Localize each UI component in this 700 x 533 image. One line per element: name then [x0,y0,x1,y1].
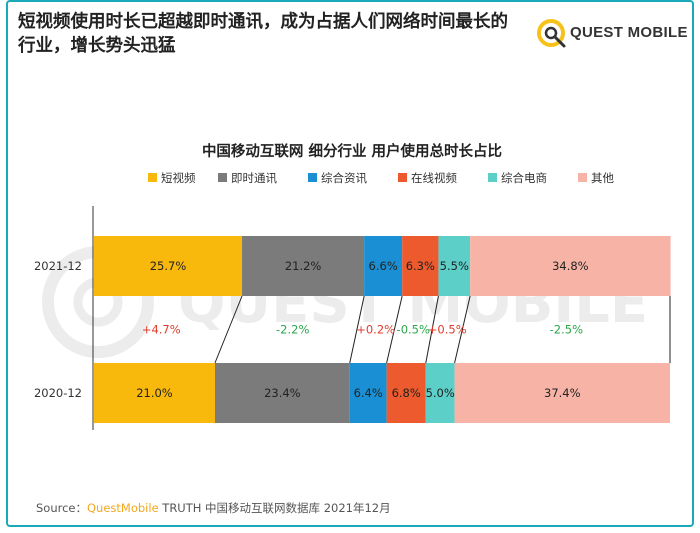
data-label-1-4: 5.0% [426,386,455,400]
legend-label-4: 综合电商 [501,171,547,185]
data-label-0-5: 34.8% [552,259,589,273]
source-prefix: Source： [36,501,87,515]
legend-swatch-0 [148,173,157,182]
source-brand: QuestMobile [87,501,159,515]
legend-label-2: 综合资讯 [321,171,367,185]
bar-segment-1-2 [349,363,387,423]
source-note: Source：QuestMobile TRUTH 中国移动互联网数据库 2021… [36,500,391,516]
legend-label-0: 短视频 [161,171,196,185]
legend-label-1: 即时通讯 [231,171,277,185]
bar-segment-1-5 [454,363,670,423]
bar-segment-0-2 [364,236,403,296]
logo-text: QUEST MOBILE [570,24,688,41]
data-label-0-0: 25.7% [150,259,187,273]
legend-label-3: 在线视频 [411,171,457,185]
legend-swatch-2 [308,173,317,182]
data-label-1-5: 37.4% [544,386,581,400]
legend-swatch-3 [398,173,407,182]
data-label-0-2: 6.6% [369,259,398,273]
data-label-0-4: 5.5% [440,259,469,273]
bar-segment-0-0 [94,236,243,296]
data-label-1-0: 21.0% [136,386,173,400]
bar-segment-0-1 [242,236,365,296]
bar-segment-1-4 [425,363,455,423]
legend-swatch-4 [488,173,497,182]
change-label-1: -2.2% [276,323,309,337]
category-label-0: 2021-12 [34,259,82,273]
connector-line-1 [214,295,243,364]
chart-card: 短视频使用时长已超越即时通讯，成为占据人们网络时间最长的行业，增长势头迅猛 QU… [6,0,694,527]
bar-segment-1-3 [386,363,426,423]
category-label-1: 2020-12 [34,386,82,400]
change-label-4: +0.5% [428,323,467,337]
connector-line-5 [454,295,471,364]
bar-segment-0-5 [470,236,671,296]
connector-line-4 [425,295,439,364]
bar-segment-1-0 [94,363,215,423]
headline: 短视频使用时长已超越即时通讯，成为占据人们网络时间最长的行业，增长势头迅猛 [18,12,508,56]
connector-line-3 [386,295,403,364]
change-label-0: +4.7% [142,323,181,337]
stacked-bar-chart: QUEST MOBILE 短视频 即时通讯 综合资讯 在线视频 综合电商 其他 2021-… [34,171,671,430]
data-label-1-1: 23.4% [264,386,301,400]
connector-line-2 [349,295,365,364]
legend-swatch-5 [578,173,587,182]
change-label-5: -2.5% [550,323,583,337]
data-label-0-1: 21.2% [285,259,322,273]
questmobile-logo: QUEST MOBILE [536,18,692,50]
data-label-0-3: 6.3% [406,259,435,273]
legend-label-5: 其他 [591,171,614,185]
bar-segment-0-3 [402,236,439,296]
bar-segment-1-1 [214,363,350,423]
data-label-1-3: 6.8% [392,386,421,400]
chart-title: 中国移动互联网 细分行业 用户使用总时长占比 [201,144,503,160]
legend: 短视频 即时通讯 综合资讯 在线视频 综合电商 其他 [148,171,614,185]
change-label-3: -0.5% [397,323,430,337]
questmobile-logo-icon [537,19,566,48]
data-label-1-2: 6.4% [354,386,383,400]
source-rest: TRUTH 中国移动互联网数据库 2021年12月 [158,501,391,515]
change-label-2: +0.2% [356,323,395,337]
bar-segment-0-4 [438,236,471,296]
legend-swatch-1 [218,173,227,182]
